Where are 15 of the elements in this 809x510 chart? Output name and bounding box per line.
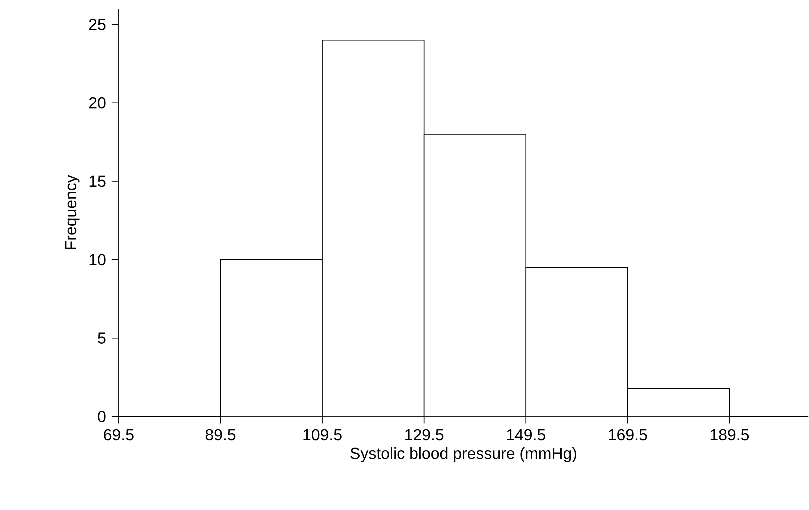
y-axis-title: Frequency [65, 175, 80, 250]
x-tick-label: 109.5 [304, 429, 342, 441]
y-tick-label: 10 [90, 254, 106, 266]
x-tick-label: 89.5 [206, 429, 236, 441]
y-tick-label: 25 [89, 19, 106, 30]
y-tick-label: 0 [98, 411, 106, 423]
y-tick-label: 5 [98, 332, 106, 344]
y-tick-label: 20 [89, 98, 106, 109]
x-tick-label: 69.5 [104, 429, 134, 441]
x-tick-label: 149.5 [507, 429, 546, 441]
x-tick-label: 189.5 [710, 429, 750, 441]
x-axis-title: Systolic blood pressure (mmHg) [350, 448, 576, 463]
x-tick-label: 129.5 [406, 429, 444, 441]
x-tick-label: 169.5 [609, 429, 648, 441]
y-tick-label: 15 [90, 176, 106, 188]
